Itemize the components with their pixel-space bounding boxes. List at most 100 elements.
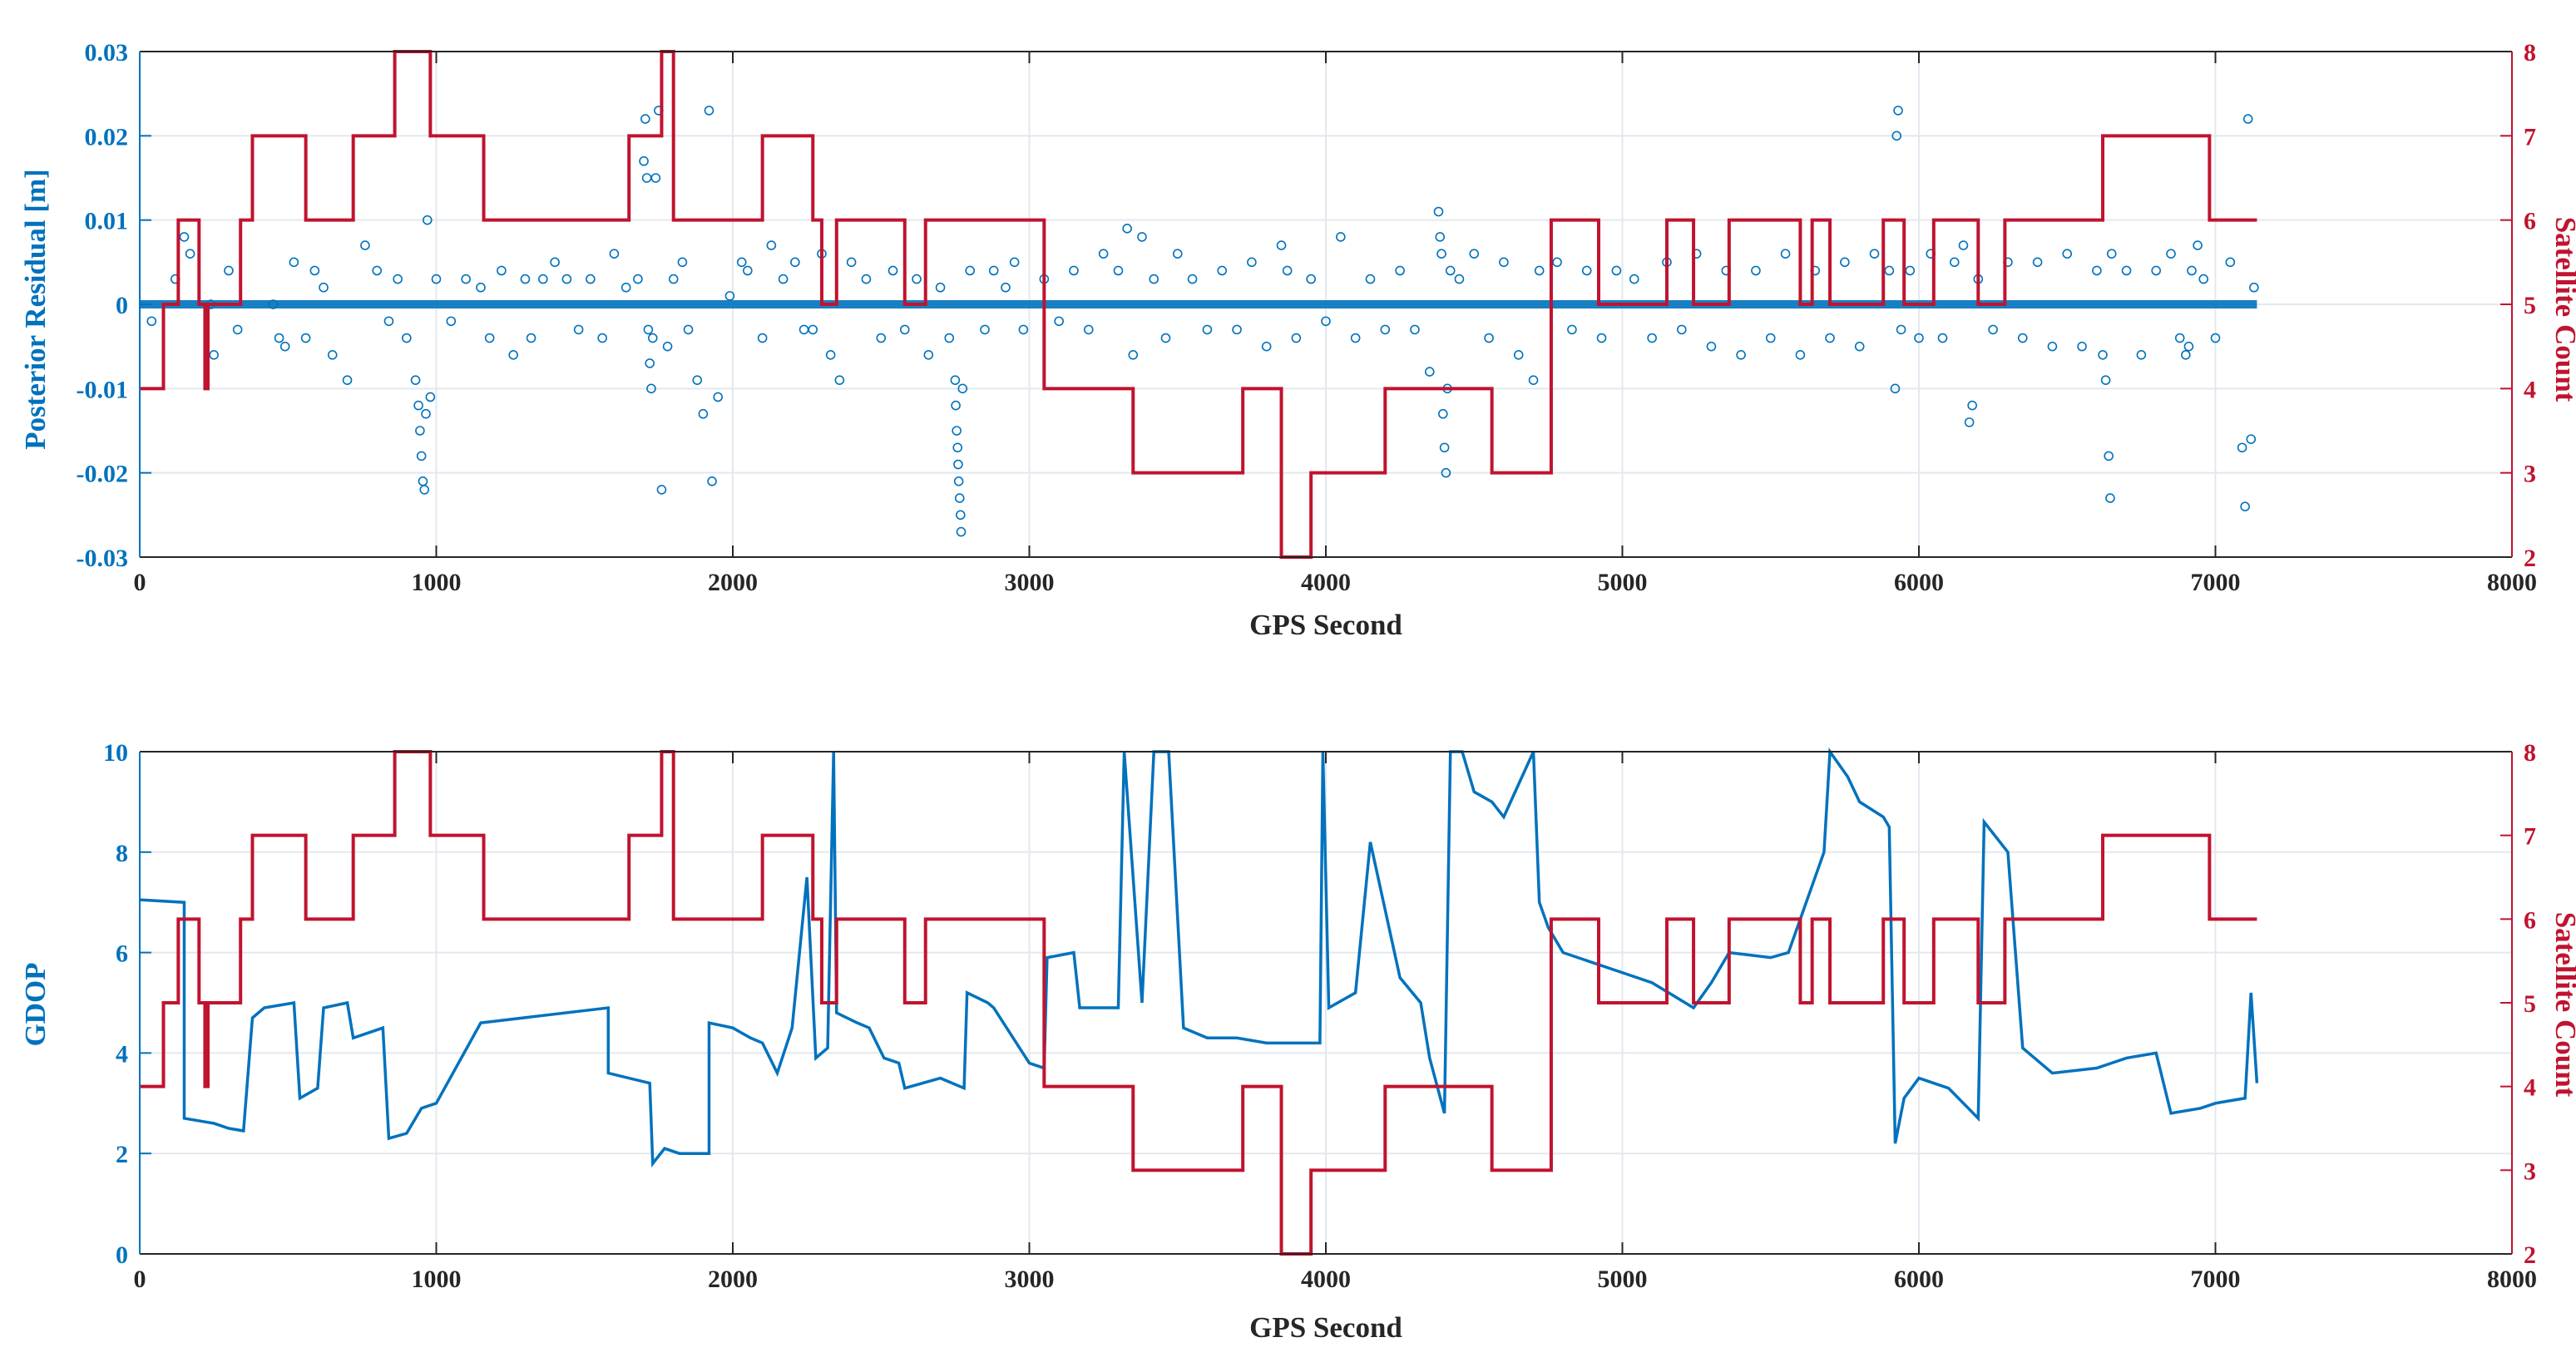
satellite-count-step-line (140, 750, 2257, 1256)
residual-point (2210, 333, 2221, 343)
residual-point (645, 358, 655, 368)
residual-point (309, 265, 320, 276)
residual-point (1795, 349, 1806, 360)
residual-point (1765, 333, 1776, 343)
residual-point (1438, 408, 1448, 419)
plot-area (139, 747, 2259, 1256)
residual-point (550, 257, 560, 268)
y-tick-label: 0.03 (85, 39, 129, 67)
residual-point (955, 510, 966, 521)
satellite-count-step-line (140, 50, 2257, 559)
x-tick-label: 6000 (1894, 569, 1944, 596)
residual-point (1247, 257, 1257, 268)
y-tick-label: 0 (116, 1241, 128, 1269)
residual-point (300, 333, 311, 343)
residual-point (2105, 493, 2115, 503)
residual-point (1172, 249, 1183, 259)
y-tick-label: 0.01 (85, 208, 129, 235)
residual-point (668, 274, 679, 284)
residual-point (2187, 265, 2197, 276)
residual-point (561, 274, 572, 284)
residual-point (1534, 265, 1545, 276)
residual-point (179, 232, 190, 242)
bottom-x-axis-label: GPS Second (1249, 1311, 1402, 1344)
residual-point (461, 274, 471, 284)
x-tick-label: 6000 (1894, 1266, 1944, 1293)
residual-point (484, 333, 495, 343)
residual-point (988, 265, 999, 276)
residual-point (736, 257, 747, 268)
residual-point (944, 333, 955, 343)
residual-point (372, 265, 383, 276)
x-tick-label: 7000 (2191, 1266, 2241, 1293)
residual-point (1098, 249, 1109, 259)
residual-point (743, 265, 753, 276)
y2-tick-label: 8 (2524, 39, 2536, 67)
residual-point (2246, 434, 2257, 444)
residual-point (508, 349, 518, 360)
x-tick-label: 5000 (1598, 569, 1648, 596)
residual-point (2047, 341, 2058, 352)
x-tick-label: 3000 (1005, 1266, 1055, 1293)
residual-point (1499, 257, 1509, 268)
residual-point (319, 282, 329, 293)
residual-point (1964, 417, 1975, 427)
residual-point (647, 333, 658, 343)
gdop-chart: GPS Second GDOP Satellite Count 0 1000 200… (19, 739, 2576, 1344)
residual-point (1122, 223, 1132, 234)
x-tick-label: 7000 (2191, 569, 2241, 596)
residual-point (656, 485, 667, 495)
residual-point (1469, 249, 1480, 259)
residual-point (410, 375, 421, 386)
residual-point (861, 274, 872, 284)
plot-area (140, 50, 2259, 559)
x-ticks: 0 1000 2000 3000 4000 5000 6000 7000 8000 (134, 52, 2537, 596)
y2-tick-label: 5 (2524, 292, 2536, 319)
residual-point (1054, 316, 1064, 327)
residual-point (2077, 341, 2087, 352)
residual-point (1439, 442, 1450, 453)
residual-point (342, 375, 353, 386)
residual-point (2183, 341, 2194, 352)
residual-point (609, 249, 620, 259)
right-y-ticks: 2 3 4 5 6 7 8 (2500, 739, 2536, 1269)
residual-point (1232, 324, 1242, 335)
left-y-ticks: -0.03 -0.02 -0.01 0 0.01 0.02 0.03 (77, 39, 151, 572)
residual-point (2062, 249, 2073, 259)
residual-point (834, 375, 845, 386)
residual-point (1445, 265, 1456, 276)
residual-point (952, 442, 963, 453)
residual-point (1890, 383, 1901, 394)
residual-point (1596, 333, 1607, 343)
residual-point (279, 341, 290, 352)
residual-point (1736, 349, 1746, 360)
y2-tick-label: 4 (2524, 1074, 2536, 1102)
residual-point (1825, 333, 1835, 343)
residual-point (677, 257, 688, 268)
x-tick-label: 0 (134, 569, 146, 596)
y-tick-label: 0 (116, 292, 128, 319)
residual-point (1160, 333, 1171, 343)
residual-point (597, 333, 607, 343)
residual-point (956, 526, 967, 537)
axes-frame (139, 51, 2513, 558)
x-tick-label: 3000 (1005, 569, 1055, 596)
residual-point (1436, 249, 1446, 259)
top-x-axis-label: GPS Second (1249, 609, 1402, 641)
residual-point (1581, 265, 1592, 276)
x-tick-label: 1000 (412, 1266, 462, 1293)
bottom-right-y-axis-label: Satellite Count (2549, 912, 2576, 1098)
residual-point (1967, 400, 1977, 411)
residual-point (383, 316, 394, 327)
residual-point (2242, 114, 2253, 124)
residual-point (683, 324, 694, 335)
residual-point (2106, 249, 2117, 259)
y-tick-label: 8 (116, 840, 128, 867)
residual-point (232, 324, 243, 335)
residual-point (650, 173, 661, 183)
residual-point (2225, 257, 2236, 268)
x-tick-label: 1000 (412, 569, 462, 596)
residual-point (899, 324, 910, 335)
y2-tick-label: 3 (2524, 461, 2536, 488)
